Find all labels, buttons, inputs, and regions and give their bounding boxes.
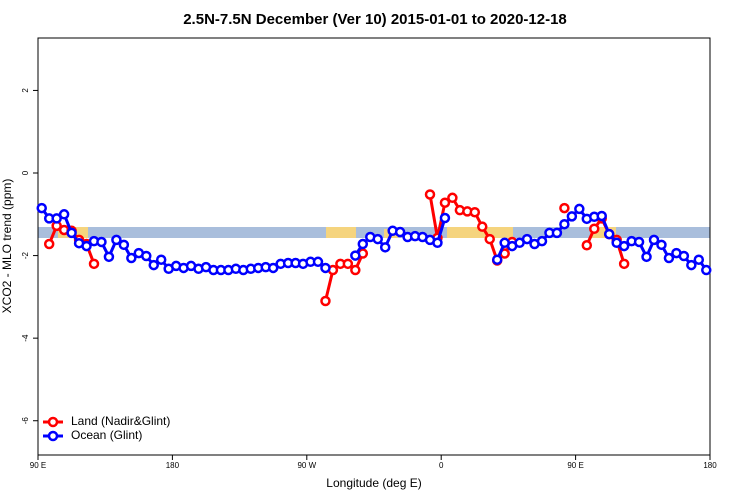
data-point [484,233,495,245]
legend: Land (Nadir&Glint)Ocean (Glint) [43,414,170,442]
data-point [312,256,324,268]
plot-frame [37,37,711,456]
data-point [372,233,383,245]
x-tick-label: 0 [439,461,444,470]
x-tick-label: 180 [703,461,717,470]
y-tick-label: 0 [21,170,30,175]
data-point [559,218,570,230]
data-point [678,250,690,262]
data-point [469,206,481,218]
data-point [43,238,55,250]
data-point [581,240,593,251]
legend-label: Land (Nadir&Glint) [71,414,170,428]
data-point [320,295,331,307]
data-point [126,252,137,264]
data-point [551,227,563,239]
data-point [701,264,712,276]
data-point [66,227,77,239]
data-point [379,242,391,253]
data-point [439,212,451,224]
y-tick-label: -4 [21,334,30,342]
data-point [618,258,630,270]
data-point [589,223,600,234]
data-point [342,258,354,270]
data-point [566,211,578,222]
land-band [590,227,616,238]
data-point [111,234,122,246]
data-point [491,254,503,265]
data-point [686,259,697,271]
data-point [51,213,62,224]
data-point [663,252,675,264]
data-point [648,234,660,246]
data-point [118,239,130,251]
chart-title: 2.5N-7.5N December (Ver 10) 2015-01-01 t… [183,11,567,28]
data-point [618,240,630,252]
data-point [477,221,488,232]
x-tick-label: 90 W [297,461,316,470]
data-point [394,226,406,238]
data-point [96,236,107,248]
data-point [656,239,667,251]
data-point [559,202,570,214]
data-point [693,254,705,265]
data-point [350,264,361,276]
data-point [148,259,159,271]
data-point [350,250,361,261]
data-point [536,235,548,247]
data-point [641,251,652,263]
data-point [357,238,369,250]
data-point [141,250,152,262]
land-band [447,227,513,238]
data-point [439,197,451,208]
y-tick-label: 2 [21,88,30,93]
legend-marker [47,416,59,428]
data-point [155,254,167,265]
x-tick-label: 90 E [30,461,46,470]
data-point [36,202,47,214]
y-tick-label: -6 [21,417,30,425]
ocean-band [38,227,710,238]
data-point [447,192,458,204]
x-tick-label: 90 E [567,461,583,470]
data-point [320,262,331,274]
legend-marker [47,430,59,442]
data-point [267,262,279,274]
legend-label: Ocean (Glint) [71,428,142,442]
data-point [603,228,615,240]
x-tick-label: 180 [166,461,180,470]
data-point [633,236,645,248]
data-point [58,209,70,220]
data-point [574,203,585,215]
x-axis-label: Longitude (deg E) [326,476,421,490]
data-point [424,189,436,200]
y-axis-label: XCO2 - MLO trend (ppm) [0,179,14,314]
data-point [103,251,115,263]
land-band [326,227,356,238]
y-tick-label: -2 [21,251,30,259]
data-point [81,240,92,252]
data-point [521,233,533,245]
data-point [596,210,607,222]
data-point [432,237,443,249]
data-point [88,258,100,270]
